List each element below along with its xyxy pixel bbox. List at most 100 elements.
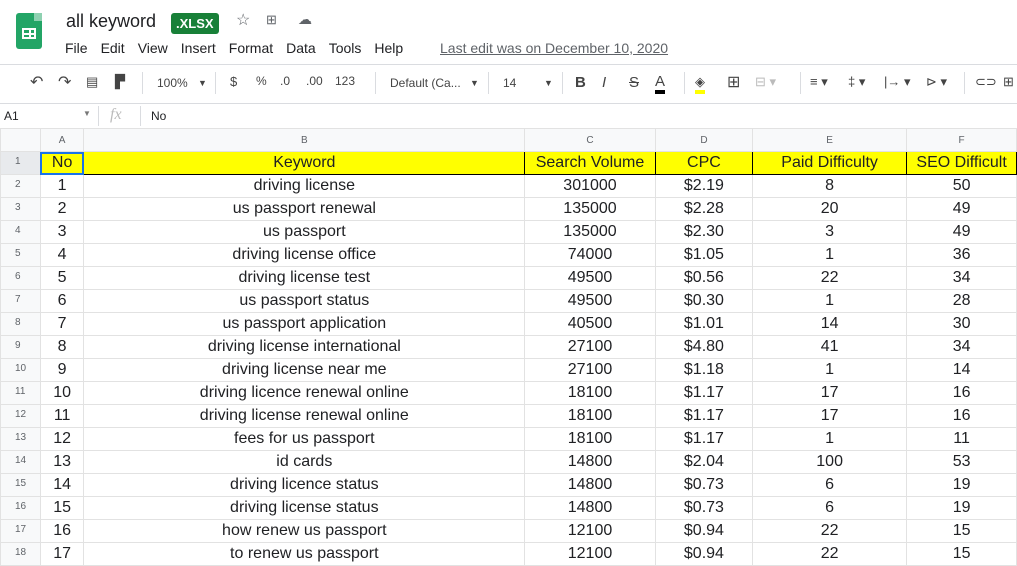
row-header[interactable]: 7	[0, 289, 41, 313]
cell[interactable]: id cards	[83, 450, 526, 474]
row-header[interactable]: 18	[0, 542, 41, 566]
cell[interactable]: driving licence renewal online	[83, 381, 526, 405]
more-formats-button[interactable]: 123	[335, 74, 356, 88]
percent-button[interactable]: %	[256, 74, 267, 88]
cell[interactable]: $2.19	[654, 174, 754, 198]
column-header-D[interactable]: D	[654, 128, 754, 152]
cell[interactable]: 3	[39, 220, 85, 244]
cell[interactable]: 14	[906, 358, 1017, 382]
row-header[interactable]: 9	[0, 335, 41, 359]
formula-input[interactable]: No	[151, 109, 167, 123]
cell[interactable]: $4.80	[654, 335, 754, 359]
cell[interactable]: 16	[906, 404, 1017, 428]
increase-decimal-button[interactable]: .00	[306, 74, 323, 88]
zoom-select[interactable]: 100%	[157, 76, 188, 90]
cell[interactable]: 1	[752, 289, 908, 313]
cell[interactable]: 19	[906, 496, 1017, 520]
cell[interactable]: 19	[906, 473, 1017, 497]
cell[interactable]: 14	[752, 312, 908, 336]
select-all-corner[interactable]	[0, 128, 41, 152]
menu-edit[interactable]: Edit	[100, 40, 125, 56]
cell[interactable]: driving license near me	[83, 358, 526, 382]
font-select[interactable]: Default (Ca...	[390, 76, 461, 90]
cell[interactable]: 14800	[524, 473, 656, 497]
cell[interactable]: 1	[752, 358, 908, 382]
cell[interactable]: 22	[752, 266, 908, 290]
spreadsheet-grid[interactable]: A B C D E F 1 No Keyword Search Volume CPC Paid Dif…	[0, 128, 1017, 566]
cell[interactable]: 49500	[524, 266, 656, 290]
column-header-C[interactable]: C	[524, 128, 656, 152]
cell[interactable]: 16	[39, 519, 85, 543]
cell[interactable]: 15	[39, 496, 85, 520]
cell[interactable]: $1.17	[654, 427, 754, 451]
header-cell[interactable]: SEO Difficult	[906, 151, 1017, 175]
cell[interactable]: 10	[39, 381, 85, 405]
borders-icon[interactable]: ⊞	[727, 74, 741, 91]
chevron-down-icon[interactable]: ▼	[83, 109, 91, 118]
strikethrough-button[interactable]: S	[629, 74, 640, 91]
menu-format[interactable]: Format	[228, 40, 274, 56]
row-header[interactable]: 14	[0, 450, 41, 474]
menu-help[interactable]: Help	[374, 40, 404, 56]
row-header[interactable]: 3	[0, 197, 41, 221]
header-cell[interactable]: No	[39, 151, 85, 175]
cell[interactable]: fees for us passport	[83, 427, 526, 451]
font-size-select[interactable]: 14	[503, 76, 517, 90]
cell[interactable]: $2.04	[654, 450, 754, 474]
cell[interactable]: 6	[39, 289, 85, 313]
cell[interactable]: driving license renewal online	[83, 404, 526, 428]
vertical-align-icon[interactable]: ‡ ▾	[848, 74, 866, 89]
print-icon[interactable]: ▤	[86, 74, 99, 89]
name-box[interactable]: A1	[4, 109, 19, 123]
cell[interactable]: 1	[752, 243, 908, 267]
cell[interactable]: 17	[752, 381, 908, 405]
cell[interactable]: us passport status	[83, 289, 526, 313]
cell[interactable]: 8	[752, 174, 908, 198]
cell[interactable]: 9	[39, 358, 85, 382]
row-header[interactable]: 4	[0, 220, 41, 244]
cell[interactable]: 22	[752, 519, 908, 543]
menu-data[interactable]: Data	[286, 40, 316, 56]
cell[interactable]: $2.28	[654, 197, 754, 221]
cell[interactable]: $0.94	[654, 519, 754, 543]
cell[interactable]: 17	[752, 404, 908, 428]
row-header[interactable]: 10	[0, 358, 41, 382]
cell[interactable]: driving license test	[83, 266, 526, 290]
column-header-B[interactable]: B	[83, 128, 526, 152]
cell[interactable]: driving license office	[83, 243, 526, 267]
cell[interactable]: 100	[752, 450, 908, 474]
header-cell[interactable]: Paid Difficulty	[752, 151, 908, 175]
chevron-down-icon[interactable]: ▼	[470, 78, 479, 88]
cell[interactable]: 4	[39, 243, 85, 267]
row-header[interactable]: 2	[0, 174, 41, 198]
menu-file[interactable]: File	[65, 40, 88, 56]
cell[interactable]: 13	[39, 450, 85, 474]
cell[interactable]: 7	[39, 312, 85, 336]
cell[interactable]: 53	[906, 450, 1017, 474]
cell[interactable]: $1.17	[654, 381, 754, 405]
cell[interactable]: 301000	[524, 174, 656, 198]
fill-color-icon[interactable]: ◈	[695, 74, 705, 94]
cell[interactable]: us passport renewal	[83, 197, 526, 221]
row-header[interactable]: 1	[0, 151, 41, 175]
cell[interactable]: 40500	[524, 312, 656, 336]
insert-link-icon[interactable]: ⊂⊃	[975, 74, 997, 89]
sheets-logo[interactable]	[16, 13, 42, 49]
menu-view[interactable]: View	[137, 40, 168, 56]
cell[interactable]: 20	[752, 197, 908, 221]
column-header-A[interactable]: A	[39, 128, 85, 152]
cell[interactable]: 11	[39, 404, 85, 428]
cell[interactable]: 28	[906, 289, 1017, 313]
cell[interactable]: 22	[752, 542, 908, 566]
cell[interactable]: 135000	[524, 220, 656, 244]
decrease-decimal-button[interactable]: .0	[280, 74, 291, 88]
cell[interactable]: 34	[906, 335, 1017, 359]
cell[interactable]: 27100	[524, 335, 656, 359]
row-header[interactable]: 17	[0, 519, 41, 543]
cell[interactable]: 50	[906, 174, 1017, 198]
cell[interactable]: how renew us passport	[83, 519, 526, 543]
cell[interactable]: 2	[39, 197, 85, 221]
menu-tools[interactable]: Tools	[328, 40, 362, 56]
cell[interactable]: 18100	[524, 427, 656, 451]
cell[interactable]: 15	[906, 542, 1017, 566]
